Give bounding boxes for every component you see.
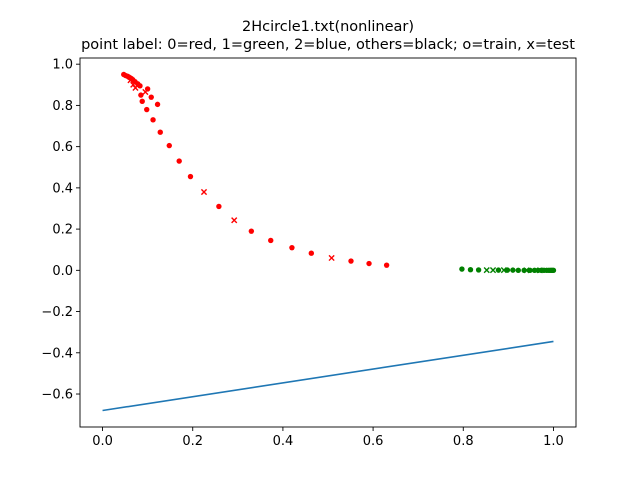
train-point: [550, 267, 557, 274]
y-tick-label: −0.4: [41, 346, 73, 361]
y-tick-label: 0.4: [52, 181, 73, 196]
train-point: [383, 262, 390, 268]
train-point: [150, 117, 156, 123]
y-tick-label: 0.2: [52, 223, 73, 238]
test-point: [231, 217, 238, 224]
train-point: [467, 267, 474, 273]
y-tick-label: 1.0: [52, 58, 73, 73]
x-tick-label: 0.2: [182, 434, 203, 449]
test-point: [489, 267, 497, 274]
x-tick-label: 0.6: [363, 434, 384, 449]
x-tick-label: 1.0: [543, 434, 564, 449]
train-point: [216, 203, 222, 210]
plot-area: 0.0 0.2 0.4 0.6 0.8 1.0 −0.6 −0.4 −0.2 0.0 0.2 0.4 0…: [41, 57, 577, 449]
train-point: [166, 142, 172, 149]
test-point: [536, 267, 544, 274]
train-point: [144, 106, 150, 113]
train-point: [366, 260, 372, 267]
test-point: [328, 254, 335, 262]
train-point: [176, 158, 182, 164]
train-point: [475, 267, 482, 273]
x-tick-label: 0.0: [92, 434, 113, 449]
x-tick-label: 0.8: [453, 434, 474, 449]
axes-frame: [79, 57, 577, 428]
train-point: [248, 228, 255, 234]
train-point: [157, 129, 163, 135]
train-point: [510, 267, 516, 273]
test-point: [132, 84, 139, 91]
test-point: [500, 267, 507, 274]
test-point: [483, 267, 490, 274]
test-point: [200, 188, 208, 196]
train-point: [515, 267, 521, 274]
y-tick-label: 0.8: [52, 99, 73, 114]
train-point: [154, 101, 161, 108]
test-point: [523, 267, 530, 274]
y-tick-label: −0.2: [41, 305, 73, 320]
y-tick-label: −0.6: [41, 388, 73, 403]
train-point: [148, 94, 154, 100]
train-point: [137, 83, 143, 89]
chart-title: 2Hcircle1.txt(nonlinear): [242, 19, 414, 35]
chart-subtitle: point label: 0=red, 1=green, 2=blue, oth…: [81, 37, 575, 53]
train-point: [268, 237, 274, 244]
train-point: [459, 266, 465, 272]
test-point: [142, 88, 149, 96]
train-point: [289, 244, 295, 251]
y-tick-label: 0.6: [52, 140, 73, 155]
train-point: [348, 258, 354, 264]
train-point: [139, 98, 145, 104]
y-tick-label: 0.0: [52, 264, 73, 279]
train-point: [138, 92, 144, 98]
decision-line: [102, 340, 554, 412]
train-point: [187, 173, 194, 180]
train-point: [308, 250, 315, 256]
test-point: [127, 77, 134, 84]
train-point: [495, 267, 502, 273]
x-tick-label: 0.4: [273, 434, 294, 449]
